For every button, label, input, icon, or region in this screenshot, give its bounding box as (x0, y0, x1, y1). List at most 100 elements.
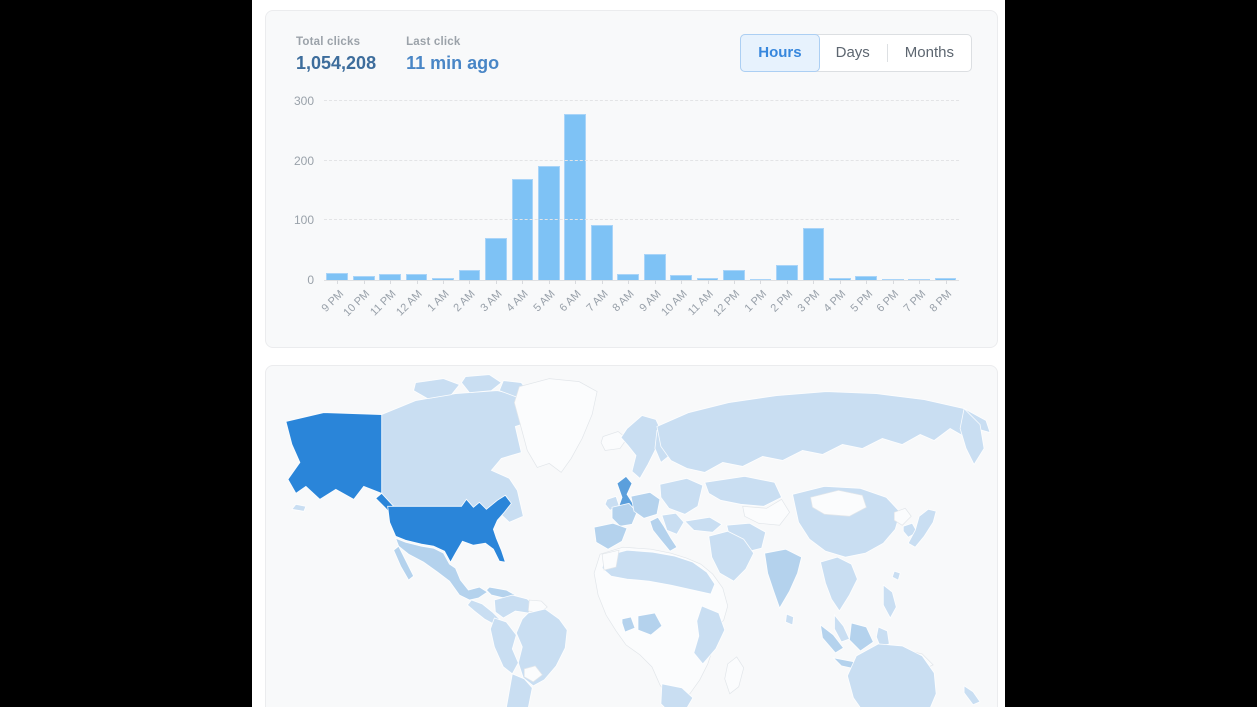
map-region-sumatra[interactable] (819, 624, 845, 654)
map-region-east-africa[interactable] (693, 605, 726, 665)
map-region-malay-peninsula[interactable] (834, 613, 850, 643)
bar-11am[interactable] (696, 277, 719, 280)
map-region-alaska[interactable] (285, 412, 383, 500)
x-axis-tick-label: 5 PM (848, 288, 875, 315)
x-axis-tick-label: 3 AM (478, 288, 505, 315)
bar-4pm[interactable] (828, 277, 851, 280)
x-axis-tick-label: 5 AM (531, 288, 558, 315)
last-click-value[interactable]: 11 min ago (406, 53, 500, 73)
map-region-morocco[interactable] (601, 549, 620, 571)
bar-1am[interactable] (432, 277, 454, 280)
bar-11pm[interactable] (379, 274, 401, 280)
map-region-new-zealand-north[interactable] (963, 685, 981, 706)
map-region-aleutians[interactable] (291, 503, 307, 512)
months-button[interactable]: Months (888, 35, 971, 71)
bar-slot: 9 AM (637, 101, 667, 314)
map-region-italy[interactable] (649, 516, 678, 552)
bar-9am[interactable] (643, 253, 666, 280)
map-region-baja-california[interactable] (393, 545, 415, 581)
bar-slot: 3 AM (478, 101, 509, 314)
map-region-north-africa[interactable] (601, 549, 716, 595)
bar-2pm[interactable] (776, 264, 798, 280)
map-region-arctic-islands[interactable] (413, 378, 461, 400)
map-region-sri-lanka[interactable] (785, 613, 794, 626)
map-region-brazil[interactable] (515, 608, 568, 687)
total-clicks-stat: Total clicks 1,054,208 (296, 36, 376, 74)
map-region-peru[interactable] (489, 617, 519, 675)
gridline-200 (324, 159, 959, 161)
map-region-central-asia[interactable] (742, 498, 790, 526)
bar-6am[interactable] (564, 114, 587, 280)
map-region-paraguay[interactable] (523, 665, 543, 683)
bar-slot: 2 AM (452, 101, 482, 314)
map-region-russia[interactable] (656, 391, 991, 473)
map-region-balkans[interactable] (661, 512, 685, 535)
bar-12pm[interactable] (723, 269, 745, 280)
x-axis-tick-label: 3 PM (795, 288, 822, 315)
bar-3am[interactable] (485, 237, 507, 280)
bar-7pm[interactable] (908, 278, 931, 280)
bar-slot: 1 PM (742, 101, 773, 315)
bar-12am[interactable] (405, 274, 428, 280)
map-region-india[interactable] (764, 548, 802, 609)
bar-1pm[interactable] (749, 278, 772, 280)
bar-3pm[interactable] (802, 227, 825, 280)
bar-4am[interactable] (511, 178, 534, 280)
map-region-central-europe[interactable] (630, 491, 661, 519)
bar-slot: 8 PM (927, 101, 958, 315)
map-region-saudi-arabia[interactable] (708, 530, 755, 582)
bar-8am[interactable] (617, 274, 640, 280)
map-region-united-states[interactable] (387, 494, 512, 563)
bar-slot: 10 AM (659, 101, 694, 319)
x-axis-tick-label: 4 AM (504, 288, 531, 315)
map-region-scandinavia[interactable] (620, 415, 663, 479)
bar-5pm[interactable] (855, 275, 878, 280)
bar-6pm[interactable] (881, 278, 904, 280)
map-region-eastern-europe[interactable] (659, 477, 704, 515)
bar-8pm[interactable] (934, 278, 957, 280)
map-region-iceland[interactable] (600, 431, 628, 451)
bar-slot: 3 PM (795, 101, 826, 315)
bar-7am[interactable] (590, 225, 613, 280)
map-region-madagascar[interactable] (724, 656, 745, 695)
map-region-argentina-chile[interactable] (498, 673, 533, 707)
x-axis-tick-label: 8 AM (610, 288, 637, 315)
bar-slot: 10 PM (341, 101, 376, 319)
map-region-south-africa[interactable] (660, 683, 694, 707)
map-region-ghana[interactable] (621, 616, 636, 633)
hours-button[interactable]: Hours (740, 34, 820, 72)
total-clicks-value: 1,054,208 (296, 53, 377, 73)
map-region-kamchatka[interactable] (959, 407, 985, 466)
map-region-france[interactable] (611, 502, 638, 527)
map-region-arctic-islands[interactable] (460, 374, 503, 394)
map-region-se-asia[interactable] (820, 556, 858, 612)
map-region-turkey[interactable] (684, 516, 723, 533)
bar-5am[interactable] (538, 166, 560, 280)
map-region-kazakhstan[interactable] (704, 475, 783, 507)
map-region-korea-north[interactable] (893, 507, 912, 526)
bar-slot: 6 AM (558, 101, 588, 314)
map-region-japan[interactable] (907, 508, 937, 548)
map-region-mexico[interactable] (394, 537, 489, 601)
x-axis-tick-label: 2 PM (768, 288, 796, 315)
map-region-taiwan[interactable] (891, 570, 901, 581)
map-region-australia[interactable] (846, 643, 937, 707)
map-region-mongolia[interactable] (810, 489, 867, 517)
days-button[interactable]: Days (819, 35, 887, 71)
bar-9pm[interactable] (326, 272, 349, 280)
map-region-greenland[interactable] (513, 378, 598, 473)
bar-10am[interactable] (670, 275, 692, 280)
map-region-borneo[interactable] (848, 622, 874, 652)
bar-10pm[interactable] (352, 275, 375, 280)
bar-slot: 8 AM (610, 101, 641, 314)
y-axis-tick-300: 300 (293, 94, 314, 108)
last-click-stat: Last click 11 min ago (406, 36, 499, 74)
x-axis-tick-label: 11 AM (686, 288, 717, 318)
bar-slot: 12 PM (712, 101, 747, 319)
y-axis-tick-100: 100 (293, 213, 314, 228)
map-region-nigeria[interactable] (637, 612, 663, 636)
map-region-philippines[interactable] (882, 584, 897, 619)
map-region-iberia[interactable] (593, 522, 628, 550)
bar-2am[interactable] (458, 269, 481, 280)
x-axis-tick-label: 6 AM (557, 288, 584, 315)
